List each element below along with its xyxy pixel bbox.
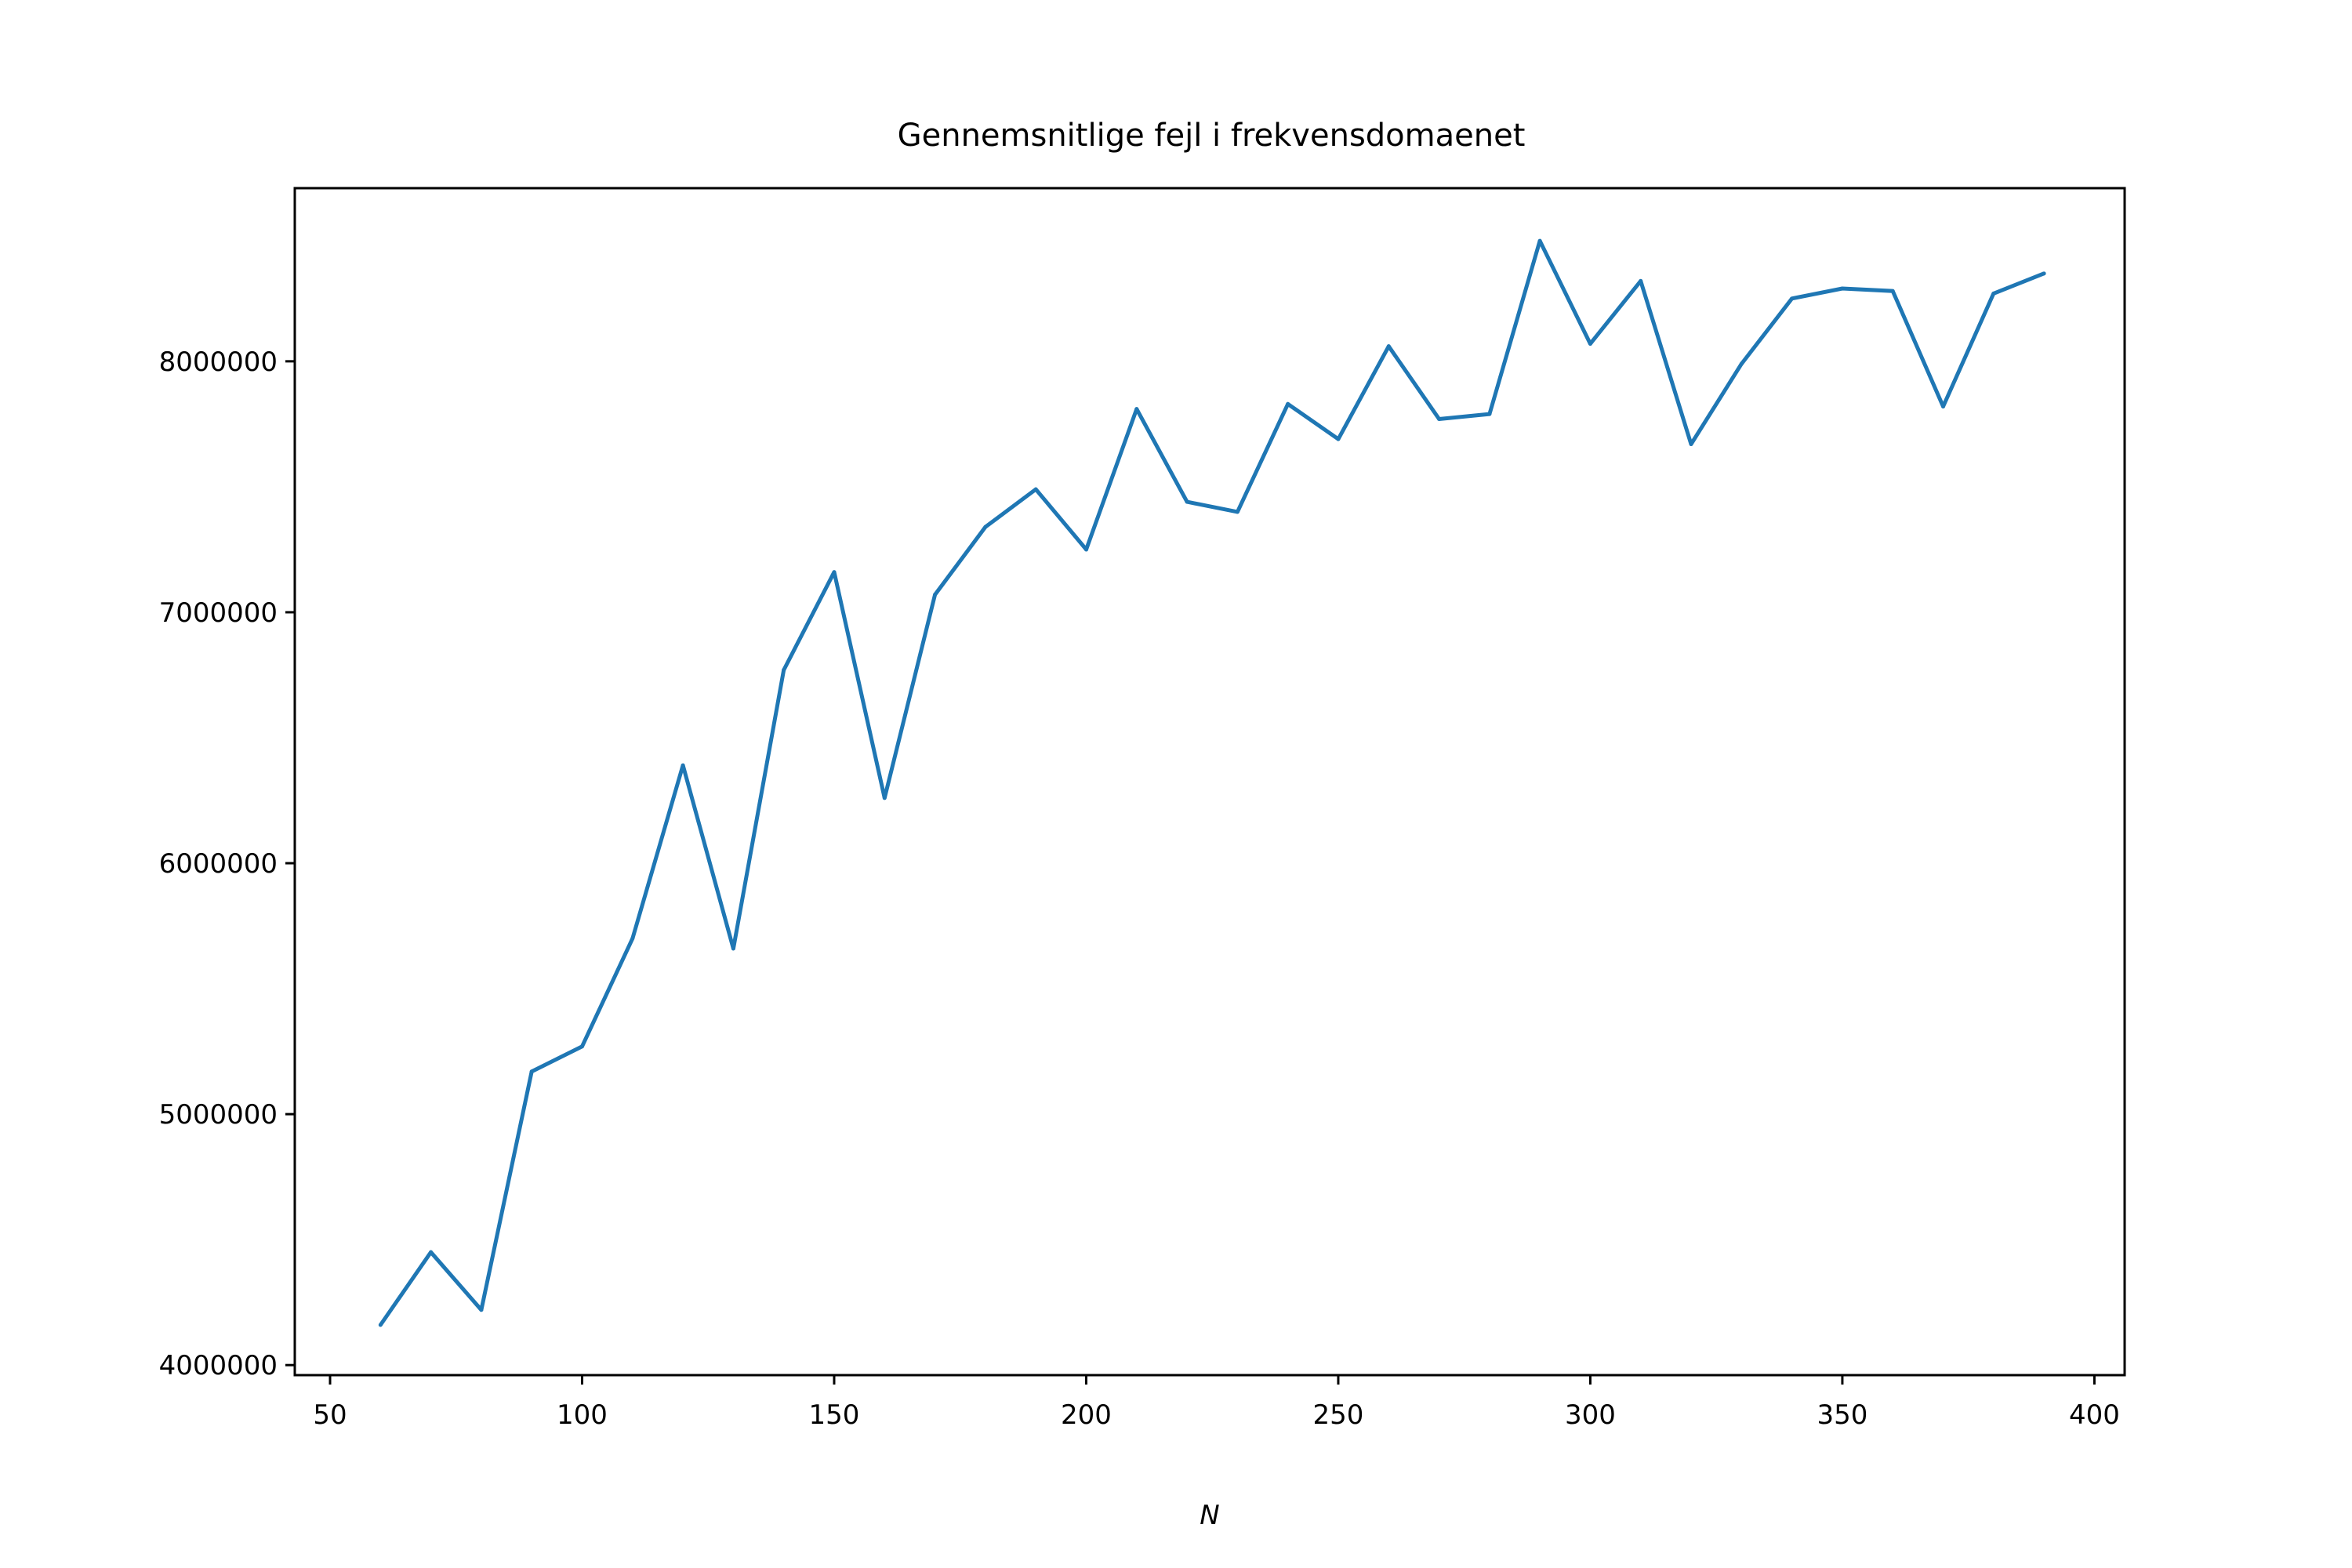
data-point (1941, 404, 1946, 408)
x-axis-label: N (1200, 1500, 1219, 1531)
data-point (1487, 412, 1492, 416)
data-point (1437, 416, 1442, 421)
data-point (529, 1069, 534, 1074)
y-tick-label: 4000000 (159, 1350, 278, 1381)
data-point (1840, 286, 1845, 291)
y-tick-label: 8000000 (159, 347, 278, 378)
data-point (1739, 361, 1744, 366)
x-tick-label: 200 (1061, 1399, 1112, 1431)
data-point (1083, 547, 1088, 552)
data-point (1336, 437, 1341, 441)
data-point (378, 1323, 383, 1327)
y-tick-label: 6000000 (159, 848, 278, 880)
data-point (1185, 499, 1189, 504)
data-point (1991, 291, 1996, 296)
data-point (1235, 510, 1240, 514)
data-point (681, 763, 685, 768)
data-point (479, 1308, 484, 1312)
data-point (1689, 441, 1693, 446)
x-tick-label: 250 (1313, 1399, 1364, 1431)
y-tick-label: 5000000 (159, 1099, 278, 1131)
x-tick-label: 100 (557, 1399, 608, 1431)
data-point (882, 796, 887, 800)
data-point (1386, 344, 1391, 349)
x-tick-label: 400 (2069, 1399, 2120, 1431)
data-point (782, 668, 786, 673)
data-point (731, 946, 735, 951)
data-point (933, 593, 938, 597)
data-point (1588, 341, 1592, 346)
y-tick-label: 7000000 (159, 597, 278, 629)
data-point (2042, 271, 2046, 276)
data-point (429, 1250, 434, 1254)
data-point (1286, 401, 1290, 406)
data-point (983, 524, 988, 529)
data-points (378, 238, 2046, 1327)
x-tick-label: 150 (809, 1399, 860, 1431)
x-axis: 50 100 150 200 250 300 350 400 (313, 1375, 2120, 1431)
data-point (1639, 278, 1643, 283)
data-point (1790, 296, 1795, 301)
data-point (1134, 407, 1139, 412)
data-point (630, 936, 635, 941)
y-axis: 4000000 5000000 6000000 7000000 8000000 (159, 347, 295, 1381)
plot-area (293, 187, 2126, 1377)
data-point (1033, 487, 1038, 492)
x-tick-label: 300 (1565, 1399, 1616, 1431)
data-point (1537, 238, 1542, 243)
data-point (1890, 289, 1895, 293)
data-point (832, 570, 837, 575)
data-point (579, 1044, 584, 1049)
chart-title: Gennemsnitlige fejl i frekvensdomaenet (898, 118, 1526, 154)
x-tick-label: 50 (313, 1399, 347, 1431)
data-line (379, 238, 2045, 1327)
x-tick-label: 350 (1817, 1399, 1867, 1431)
